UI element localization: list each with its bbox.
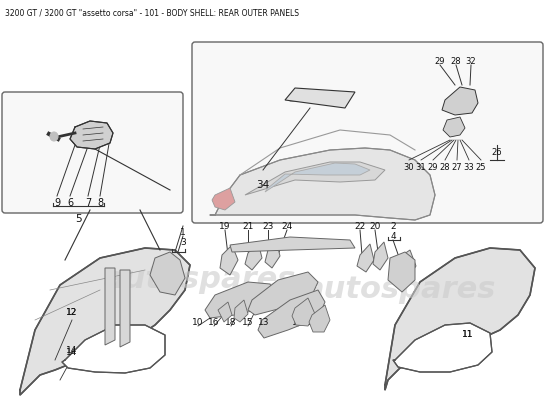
Text: 28: 28	[439, 163, 450, 172]
Polygon shape	[220, 245, 238, 275]
Text: 20: 20	[369, 222, 381, 231]
Polygon shape	[265, 163, 370, 192]
Text: 22: 22	[354, 222, 366, 231]
Polygon shape	[245, 242, 262, 270]
Polygon shape	[395, 250, 416, 278]
Text: 34: 34	[256, 180, 270, 190]
Text: 33: 33	[464, 163, 474, 172]
Text: 32: 32	[466, 57, 476, 66]
Ellipse shape	[50, 132, 58, 141]
Text: autospares: autospares	[304, 276, 496, 304]
Text: autospares: autospares	[104, 266, 296, 294]
Polygon shape	[230, 237, 355, 252]
Text: 11: 11	[462, 330, 474, 339]
Polygon shape	[292, 298, 315, 326]
Polygon shape	[285, 88, 355, 108]
Text: 18: 18	[292, 318, 304, 327]
Text: 19: 19	[219, 222, 231, 231]
Text: 5: 5	[75, 214, 81, 224]
Text: 17: 17	[307, 318, 319, 327]
Polygon shape	[265, 240, 280, 268]
Text: 6: 6	[67, 198, 73, 208]
Text: 12: 12	[67, 308, 78, 317]
Polygon shape	[258, 290, 325, 338]
Text: 7: 7	[85, 198, 91, 208]
Text: 1: 1	[180, 228, 186, 237]
Text: 16: 16	[208, 318, 220, 327]
Polygon shape	[62, 325, 165, 373]
Polygon shape	[212, 188, 235, 210]
Polygon shape	[245, 162, 385, 195]
Polygon shape	[205, 282, 275, 318]
Polygon shape	[20, 248, 190, 395]
Text: 3200 GT / 3200 GT "assetto corsa" - 101 - BODY SHELL: REAR OUTER PANELS: 3200 GT / 3200 GT "assetto corsa" - 101 …	[5, 8, 299, 17]
Polygon shape	[70, 121, 113, 149]
Polygon shape	[218, 302, 232, 322]
Polygon shape	[373, 242, 388, 270]
Text: 29: 29	[428, 163, 438, 172]
Text: 29: 29	[434, 57, 446, 66]
Text: 15: 15	[242, 318, 254, 327]
Polygon shape	[388, 252, 415, 292]
Polygon shape	[234, 300, 248, 322]
Polygon shape	[210, 148, 435, 220]
Text: 12: 12	[67, 308, 78, 317]
Polygon shape	[309, 305, 330, 332]
Text: 28: 28	[450, 57, 461, 66]
Polygon shape	[385, 248, 535, 390]
Text: 25: 25	[476, 163, 486, 172]
Text: 30: 30	[404, 163, 414, 172]
Text: 9: 9	[54, 198, 60, 208]
Text: 24: 24	[282, 222, 293, 231]
Polygon shape	[393, 323, 492, 372]
Text: 26: 26	[492, 148, 502, 157]
Text: 27: 27	[452, 163, 463, 172]
Polygon shape	[120, 270, 130, 347]
Text: 2: 2	[390, 222, 396, 231]
Text: 13: 13	[258, 318, 270, 327]
Polygon shape	[442, 87, 478, 115]
Text: 21: 21	[243, 222, 254, 231]
Polygon shape	[248, 272, 318, 315]
FancyBboxPatch shape	[192, 42, 543, 223]
Text: 14: 14	[67, 346, 78, 355]
Polygon shape	[105, 268, 115, 345]
Text: 14: 14	[67, 348, 78, 357]
Text: 11: 11	[462, 330, 474, 339]
FancyBboxPatch shape	[2, 92, 183, 213]
Polygon shape	[357, 244, 374, 272]
Polygon shape	[443, 117, 465, 137]
Text: 18: 18	[226, 318, 236, 327]
Text: 23: 23	[262, 222, 274, 231]
Text: 10: 10	[192, 318, 204, 327]
Text: 8: 8	[97, 198, 103, 208]
Text: 31: 31	[416, 163, 426, 172]
Text: 4: 4	[390, 232, 396, 241]
Polygon shape	[150, 252, 185, 295]
Text: 3: 3	[180, 238, 186, 247]
